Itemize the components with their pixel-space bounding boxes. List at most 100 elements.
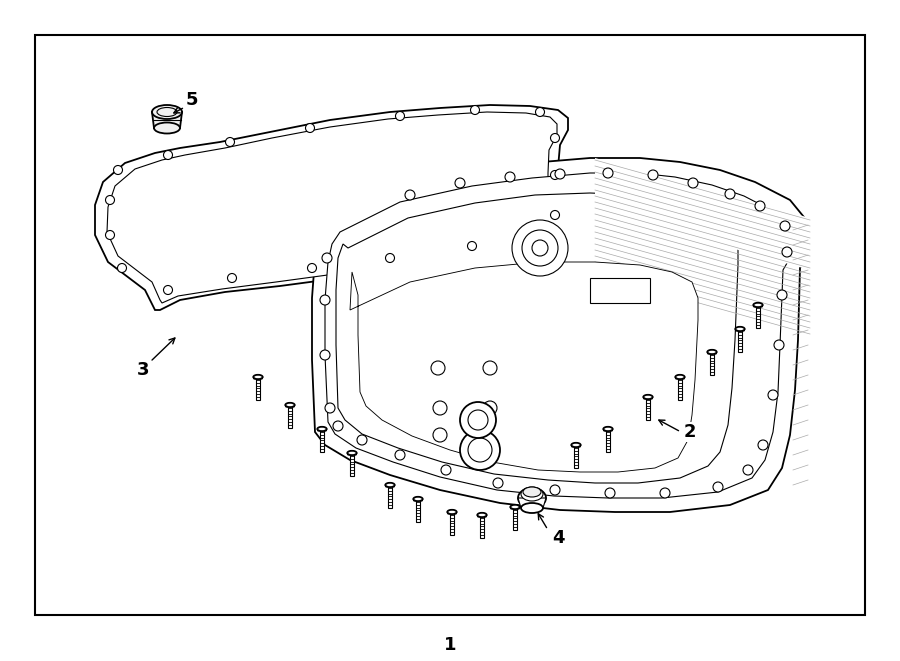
Circle shape [395, 450, 405, 460]
Circle shape [113, 165, 122, 175]
Ellipse shape [753, 303, 762, 307]
Polygon shape [753, 305, 762, 307]
Circle shape [648, 170, 658, 180]
Polygon shape [607, 429, 610, 452]
Circle shape [605, 488, 615, 498]
Circle shape [105, 231, 114, 239]
Polygon shape [152, 112, 182, 128]
Circle shape [551, 210, 560, 219]
Circle shape [325, 403, 335, 413]
Circle shape [118, 264, 127, 272]
Polygon shape [336, 193, 738, 483]
Circle shape [536, 108, 544, 116]
Circle shape [460, 402, 496, 438]
Circle shape [522, 230, 558, 266]
Ellipse shape [603, 427, 613, 431]
Circle shape [483, 401, 497, 415]
Circle shape [768, 390, 778, 400]
Polygon shape [450, 512, 454, 535]
Circle shape [433, 428, 447, 442]
Polygon shape [595, 158, 810, 270]
Ellipse shape [318, 427, 327, 431]
Polygon shape [318, 429, 327, 431]
Polygon shape [572, 445, 580, 447]
Circle shape [468, 438, 492, 462]
Polygon shape [756, 305, 760, 328]
Circle shape [505, 172, 515, 182]
Circle shape [305, 124, 314, 132]
Polygon shape [644, 397, 652, 399]
Polygon shape [350, 262, 698, 472]
Polygon shape [385, 485, 395, 487]
Ellipse shape [521, 503, 543, 513]
Ellipse shape [572, 443, 580, 447]
Circle shape [603, 168, 613, 178]
Bar [35, 35, 865, 615]
Circle shape [455, 178, 465, 188]
Circle shape [743, 465, 753, 475]
Ellipse shape [510, 505, 519, 509]
Polygon shape [325, 173, 790, 498]
Polygon shape [481, 515, 484, 538]
Circle shape [512, 220, 568, 276]
Polygon shape [320, 429, 324, 452]
Circle shape [471, 106, 480, 114]
Bar [590, 278, 650, 303]
Circle shape [320, 350, 330, 360]
Ellipse shape [521, 487, 543, 501]
Circle shape [777, 290, 787, 300]
Circle shape [688, 178, 698, 188]
Circle shape [320, 295, 330, 305]
Ellipse shape [152, 105, 182, 119]
Polygon shape [416, 499, 419, 522]
Polygon shape [285, 405, 294, 407]
Circle shape [782, 247, 792, 257]
Circle shape [493, 478, 503, 488]
Polygon shape [253, 377, 263, 379]
Polygon shape [603, 429, 613, 431]
Polygon shape [413, 499, 423, 501]
Ellipse shape [523, 487, 541, 497]
Circle shape [725, 189, 735, 199]
Circle shape [228, 274, 237, 282]
Text: 1: 1 [444, 636, 456, 654]
Polygon shape [510, 507, 519, 509]
Circle shape [660, 488, 670, 498]
Ellipse shape [644, 395, 652, 399]
Circle shape [468, 410, 488, 430]
Circle shape [431, 361, 445, 375]
Circle shape [322, 253, 332, 263]
Circle shape [551, 171, 560, 180]
Polygon shape [350, 453, 354, 476]
Polygon shape [347, 453, 356, 455]
Polygon shape [679, 377, 682, 400]
Polygon shape [735, 329, 744, 331]
Circle shape [105, 196, 114, 204]
Circle shape [405, 190, 415, 200]
Circle shape [550, 485, 560, 495]
Polygon shape [312, 158, 808, 512]
Circle shape [467, 241, 476, 251]
Circle shape [551, 134, 560, 143]
Polygon shape [707, 352, 716, 354]
Circle shape [333, 421, 343, 431]
Circle shape [536, 229, 544, 239]
Ellipse shape [477, 513, 487, 517]
Polygon shape [513, 507, 517, 530]
Ellipse shape [447, 510, 456, 514]
Polygon shape [646, 397, 650, 420]
Circle shape [758, 440, 768, 450]
Polygon shape [95, 105, 568, 310]
Polygon shape [574, 445, 578, 468]
Circle shape [555, 169, 565, 179]
Polygon shape [710, 352, 714, 375]
Polygon shape [738, 329, 742, 352]
Circle shape [441, 465, 451, 475]
Circle shape [308, 264, 317, 272]
Ellipse shape [518, 488, 546, 508]
Text: 4: 4 [552, 529, 564, 547]
Text: 3: 3 [137, 361, 149, 379]
Ellipse shape [675, 375, 685, 379]
Polygon shape [518, 498, 546, 508]
Circle shape [755, 201, 765, 211]
